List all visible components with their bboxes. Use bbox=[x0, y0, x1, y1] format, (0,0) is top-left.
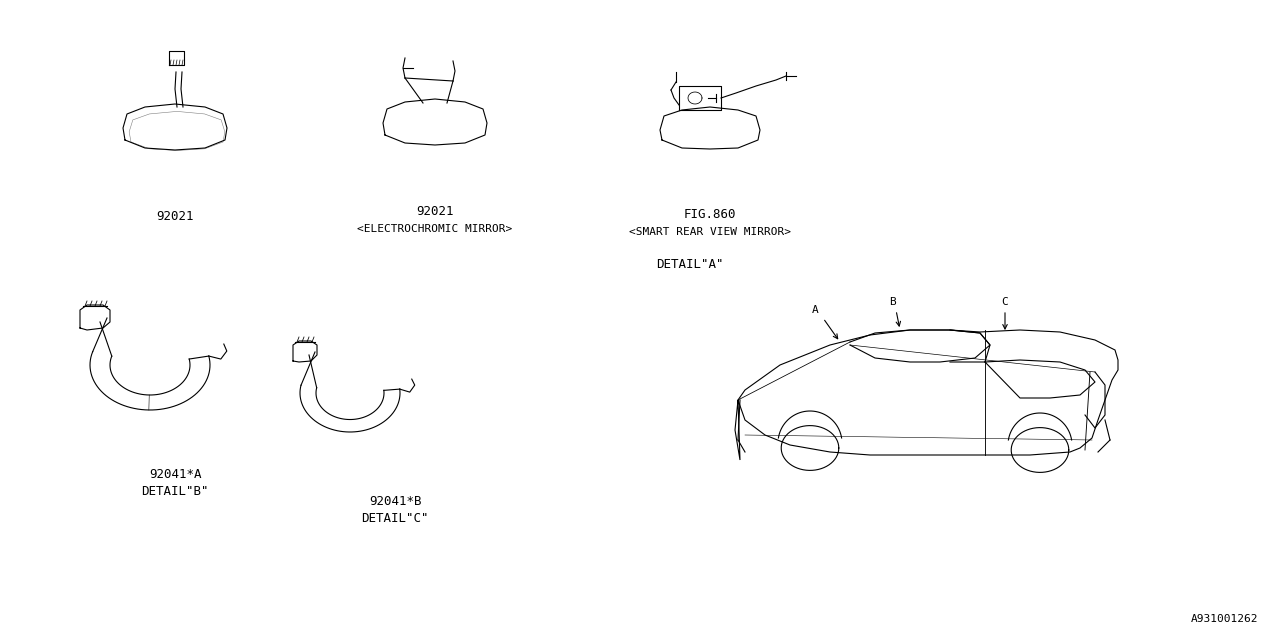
Text: DETAIL"C": DETAIL"C" bbox=[361, 512, 429, 525]
Polygon shape bbox=[735, 330, 1117, 460]
Text: <ELECTROCHROMIC MIRROR>: <ELECTROCHROMIC MIRROR> bbox=[357, 224, 512, 234]
Text: 92041*B: 92041*B bbox=[369, 495, 421, 508]
Text: 92021: 92021 bbox=[416, 205, 453, 218]
Text: 92041*A: 92041*A bbox=[148, 468, 201, 481]
Text: A: A bbox=[812, 305, 818, 315]
Text: DETAIL"A": DETAIL"A" bbox=[657, 258, 723, 271]
Text: B: B bbox=[890, 297, 896, 307]
Text: C: C bbox=[1002, 297, 1009, 307]
Text: A931001262: A931001262 bbox=[1190, 614, 1258, 624]
Text: 92021: 92021 bbox=[156, 210, 193, 223]
Text: FIG.860: FIG.860 bbox=[684, 208, 736, 221]
Text: <SMART REAR VIEW MIRROR>: <SMART REAR VIEW MIRROR> bbox=[628, 227, 791, 237]
Text: DETAIL"B": DETAIL"B" bbox=[141, 485, 209, 498]
